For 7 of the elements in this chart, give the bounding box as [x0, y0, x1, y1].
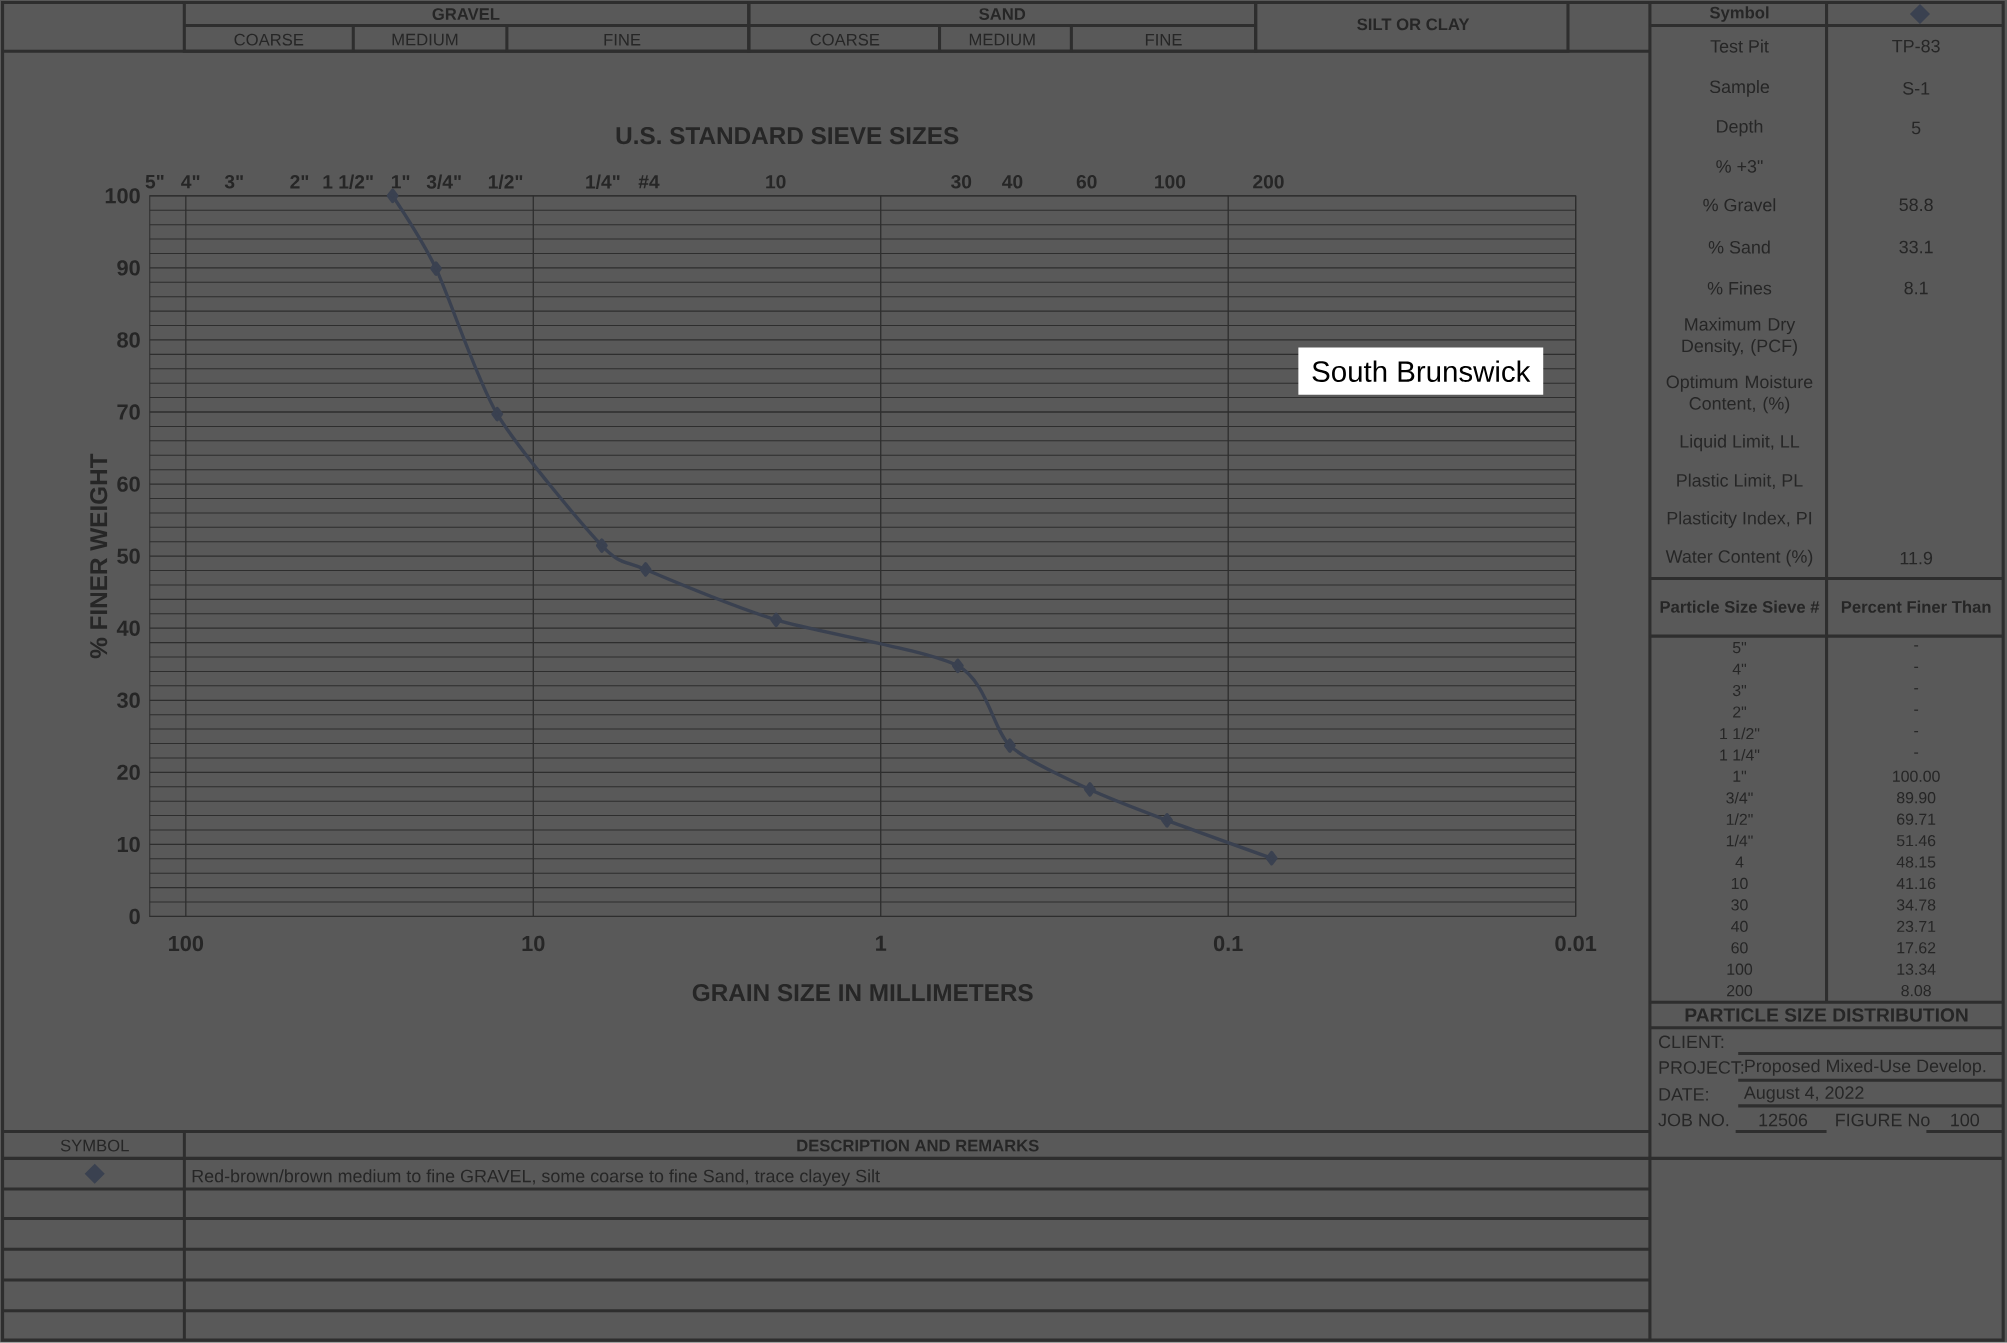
text: - — [1914, 731, 1919, 733]
text: - — [1914, 688, 1919, 690]
text: - — [1914, 752, 1919, 754]
text: - — [1914, 666, 1919, 669]
annotation: South Brunswick — [1312, 360, 1531, 383]
text: - — [1914, 645, 1919, 647]
text: - — [1914, 709, 1919, 711]
